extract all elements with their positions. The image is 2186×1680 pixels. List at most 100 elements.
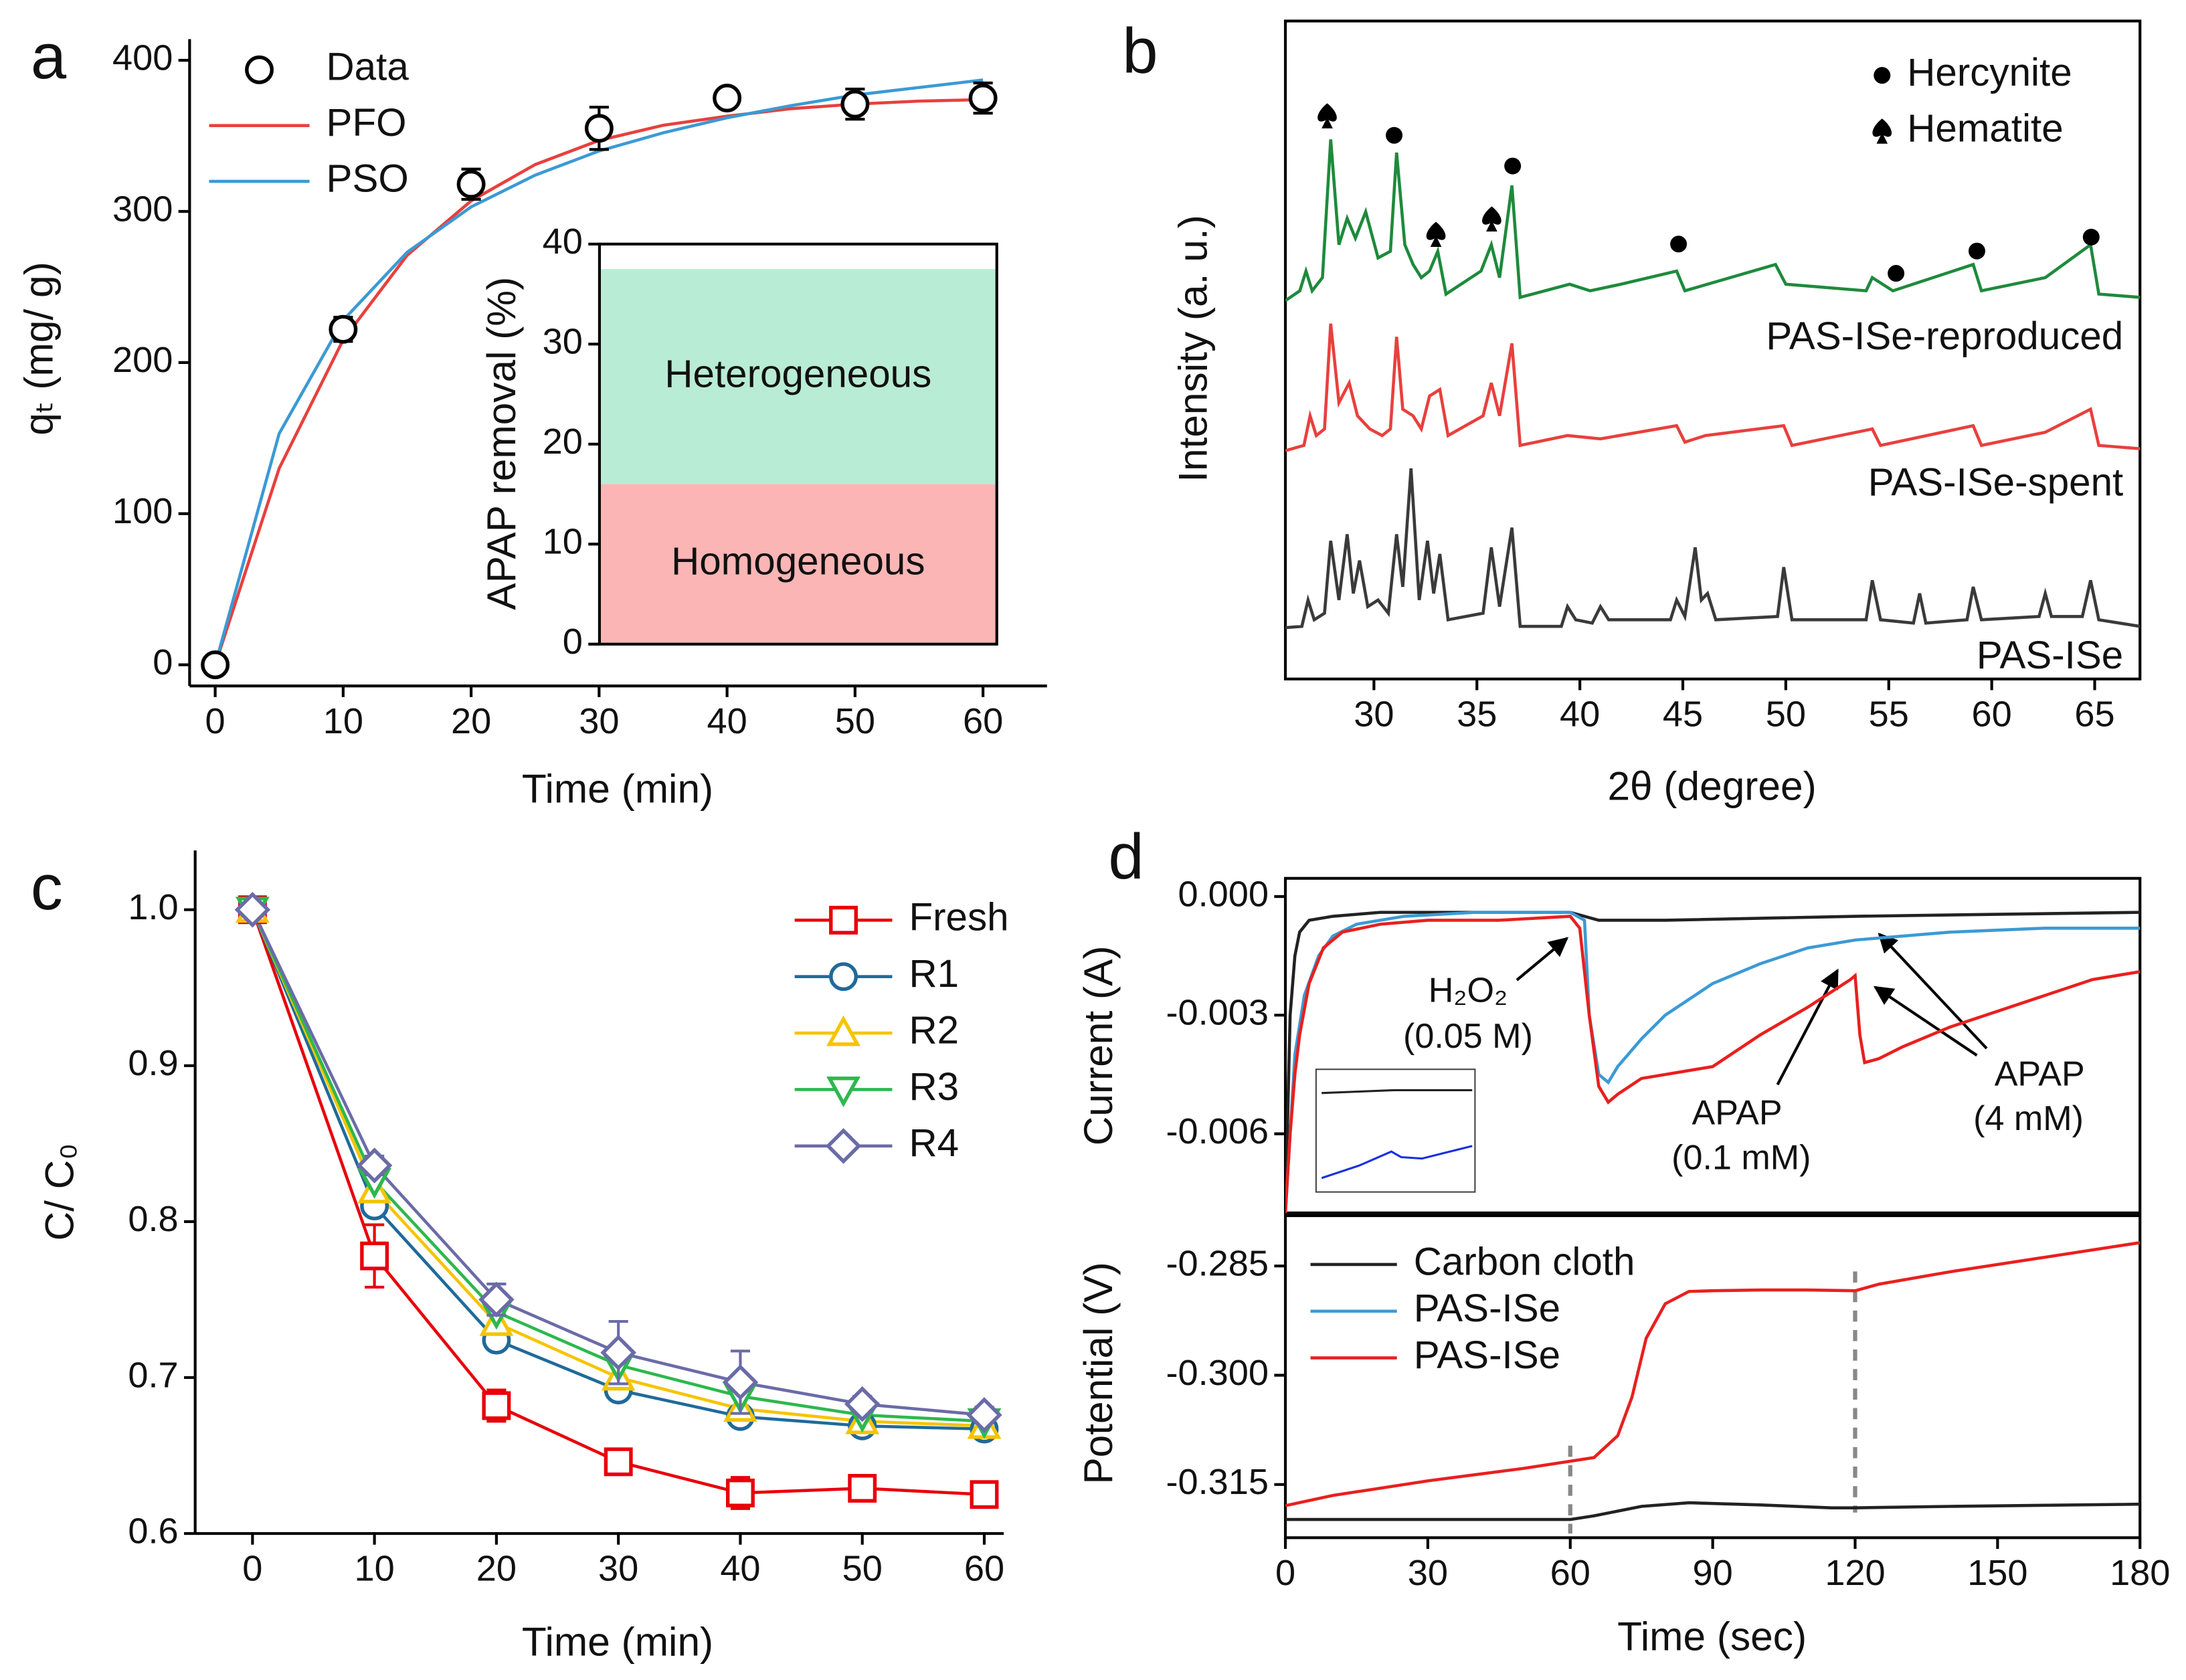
x-axis-title: Time (min) bbox=[522, 1619, 713, 1665]
legend-label: R1 bbox=[909, 952, 959, 996]
x-tick-label: 120 bbox=[1825, 1553, 1885, 1593]
annotation: (0.1 mM) bbox=[1671, 1138, 1811, 1177]
y-axis-title: qₜ (mg/ g) bbox=[15, 262, 61, 436]
marker bbox=[584, 114, 614, 143]
legend-marker bbox=[826, 1077, 860, 1107]
x-tick-label: 20 bbox=[451, 701, 491, 741]
annotation: APAP bbox=[1692, 1094, 1783, 1133]
peak-symbol bbox=[1888, 265, 1905, 282]
x-tick-label: 50 bbox=[1766, 694, 1806, 734]
peak-symbol bbox=[1504, 157, 1522, 175]
marker bbox=[201, 650, 230, 680]
marker bbox=[722, 1364, 759, 1400]
peak-symbol bbox=[1426, 221, 1446, 247]
series-label: PAS-ISe-reproduced bbox=[1766, 314, 2123, 358]
legend-label: Hercynite bbox=[1907, 51, 2072, 94]
legend-label: Data bbox=[327, 45, 409, 89]
x-tick-label: 150 bbox=[1967, 1553, 2027, 1593]
y-axis-title: C/ C₀ bbox=[37, 1143, 82, 1241]
legend-marker bbox=[245, 55, 274, 84]
marker bbox=[234, 891, 271, 928]
series-line bbox=[1285, 1241, 2141, 1507]
bar-segment bbox=[599, 269, 997, 484]
y-tick-label: 0.8 bbox=[128, 1199, 178, 1239]
x-tick-label: 60 bbox=[963, 701, 1003, 741]
legend-label: PAS-ISe bbox=[1414, 1333, 1560, 1377]
x-tick-label: 30 bbox=[1408, 1553, 1448, 1593]
peak-symbol bbox=[1482, 206, 1501, 232]
legend-symbol bbox=[1874, 67, 1891, 84]
x-tick-label: 35 bbox=[1457, 694, 1497, 734]
y-tick-label: 0.000 bbox=[1178, 874, 1269, 914]
axes: -0.006 -0.003 0.000 Current (A) d bbox=[1075, 821, 2142, 1214]
x-tick-label: 65 bbox=[2074, 694, 2114, 734]
segment-label: Heterogeneous bbox=[664, 352, 931, 395]
axes: -0.315 -0.300 -0.285 0 30 60 90 120 150 180 Time (… bbox=[1075, 1214, 2170, 1659]
panel-letter: b bbox=[1122, 15, 1158, 87]
inset-line bbox=[1321, 1145, 1473, 1180]
inset-frame bbox=[1315, 1068, 1476, 1193]
peak-symbol bbox=[1317, 103, 1337, 128]
peak-symbol bbox=[2082, 228, 2100, 246]
y-tick-label: 40 bbox=[543, 221, 583, 262]
y-tick-label: 0.9 bbox=[128, 1043, 178, 1083]
series-line bbox=[1285, 468, 2141, 630]
series-line bbox=[1285, 915, 2141, 1213]
x-tick-label: 0 bbox=[205, 701, 225, 741]
x-tick-label: 0 bbox=[242, 1549, 262, 1589]
panel-letter: a bbox=[31, 21, 67, 92]
y-tick-label: -0.285 bbox=[1166, 1243, 1269, 1283]
y-tick-label: 200 bbox=[112, 340, 173, 380]
annotation: H₂O₂ bbox=[1429, 971, 1508, 1010]
legend-label: PSO bbox=[327, 157, 409, 200]
legend-label: R3 bbox=[909, 1065, 959, 1109]
marker bbox=[600, 1334, 636, 1371]
marker bbox=[725, 1478, 755, 1507]
y-axis-title: Current (A) bbox=[1075, 945, 1121, 1145]
marker bbox=[840, 90, 870, 119]
plot-area bbox=[1285, 911, 2141, 1213]
x-tick-label: 50 bbox=[835, 701, 875, 741]
y-tick-label: -0.006 bbox=[1166, 1111, 1269, 1151]
arrow bbox=[1776, 968, 1839, 1086]
arrow bbox=[1873, 986, 1978, 1057]
series-line bbox=[1285, 139, 2141, 302]
panel-letter: d bbox=[1108, 821, 1144, 893]
y-axis-title: APAP removal (%) bbox=[478, 277, 524, 610]
x-tick-label: 55 bbox=[1869, 694, 1909, 734]
series-line bbox=[1285, 911, 2141, 1213]
peak-symbol bbox=[1386, 126, 1403, 144]
markers bbox=[234, 891, 1002, 1510]
arrow bbox=[1878, 933, 1988, 1050]
legend-symbol bbox=[1872, 118, 1892, 144]
plot-area bbox=[1285, 1241, 2141, 1534]
y-tick-label: -0.315 bbox=[1166, 1462, 1269, 1502]
x-tick-label: 60 bbox=[964, 1549, 1004, 1589]
legend-label: R2 bbox=[909, 1008, 959, 1052]
y-axis-title: Potential (V) bbox=[1075, 1262, 1121, 1484]
panel-d-inset bbox=[1315, 1068, 1476, 1193]
x-tick-label: 40 bbox=[1560, 694, 1600, 734]
plot-area bbox=[1285, 139, 2141, 630]
y-axis-title: Intensity (a. u.) bbox=[1170, 215, 1216, 482]
marker bbox=[482, 1391, 511, 1420]
marker bbox=[966, 1397, 1002, 1433]
legend-marker bbox=[826, 1015, 860, 1046]
bars: Homogeneous Heterogeneous bbox=[599, 269, 997, 644]
marker bbox=[848, 1474, 877, 1503]
marker bbox=[360, 1241, 389, 1271]
legend-label: R4 bbox=[909, 1121, 959, 1165]
marker bbox=[456, 169, 486, 199]
marker bbox=[478, 1281, 515, 1318]
y-tick-label: -0.300 bbox=[1166, 1353, 1269, 1393]
x-tick-label: 10 bbox=[355, 1549, 395, 1589]
x-axis-title: 2θ (degree) bbox=[1607, 763, 1816, 808]
y-tick-label: 0 bbox=[563, 622, 583, 662]
x-tick-label: 30 bbox=[579, 701, 619, 741]
x-tick-label: 50 bbox=[842, 1549, 883, 1589]
y-tick-label: 100 bbox=[112, 491, 173, 531]
x-tick-label: 90 bbox=[1693, 1553, 1733, 1593]
annotation: (4 mM) bbox=[1973, 1099, 2084, 1138]
